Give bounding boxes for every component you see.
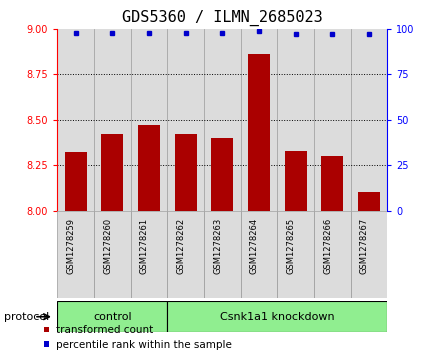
Bar	[204, 211, 241, 298]
Text: Csnk1a1 knockdown: Csnk1a1 knockdown	[220, 312, 334, 322]
Bar	[175, 134, 197, 211]
Text: GSM1278264: GSM1278264	[250, 217, 259, 274]
Bar	[211, 138, 233, 211]
Bar	[321, 156, 343, 211]
Bar	[285, 151, 307, 211]
Text: control: control	[93, 312, 132, 322]
Bar	[57, 301, 167, 332]
Text: GSM1278260: GSM1278260	[103, 217, 112, 274]
Text: GSM1278265: GSM1278265	[286, 217, 296, 274]
Text: protocol: protocol	[4, 312, 50, 322]
Text: percentile rank within the sample: percentile rank within the sample	[56, 340, 232, 350]
Bar	[94, 211, 131, 298]
Text: transformed count: transformed count	[56, 325, 153, 335]
Bar	[204, 29, 241, 211]
Bar	[167, 211, 204, 298]
Text: GSM1278267: GSM1278267	[360, 217, 369, 274]
Text: GSM1278259: GSM1278259	[66, 217, 76, 273]
Text: GSM1278262: GSM1278262	[176, 217, 186, 274]
Title: GDS5360 / ILMN_2685023: GDS5360 / ILMN_2685023	[122, 10, 323, 26]
Text: GSM1278261: GSM1278261	[140, 217, 149, 274]
Bar	[167, 29, 204, 211]
Bar	[138, 125, 160, 211]
Bar	[57, 29, 94, 211]
Bar	[241, 29, 277, 211]
Bar	[57, 211, 94, 298]
Bar	[358, 192, 380, 211]
Bar	[248, 54, 270, 211]
Text: GSM1278263: GSM1278263	[213, 217, 222, 274]
Bar	[131, 29, 167, 211]
Bar	[277, 29, 314, 211]
Bar	[167, 301, 387, 332]
Bar	[101, 134, 123, 211]
Bar	[351, 211, 387, 298]
Bar	[351, 29, 387, 211]
Bar	[241, 211, 277, 298]
Bar	[314, 211, 351, 298]
Text: GSM1278266: GSM1278266	[323, 217, 332, 274]
Bar	[277, 211, 314, 298]
Bar	[314, 29, 351, 211]
Bar	[94, 29, 131, 211]
Bar	[131, 211, 167, 298]
Bar	[65, 152, 87, 211]
